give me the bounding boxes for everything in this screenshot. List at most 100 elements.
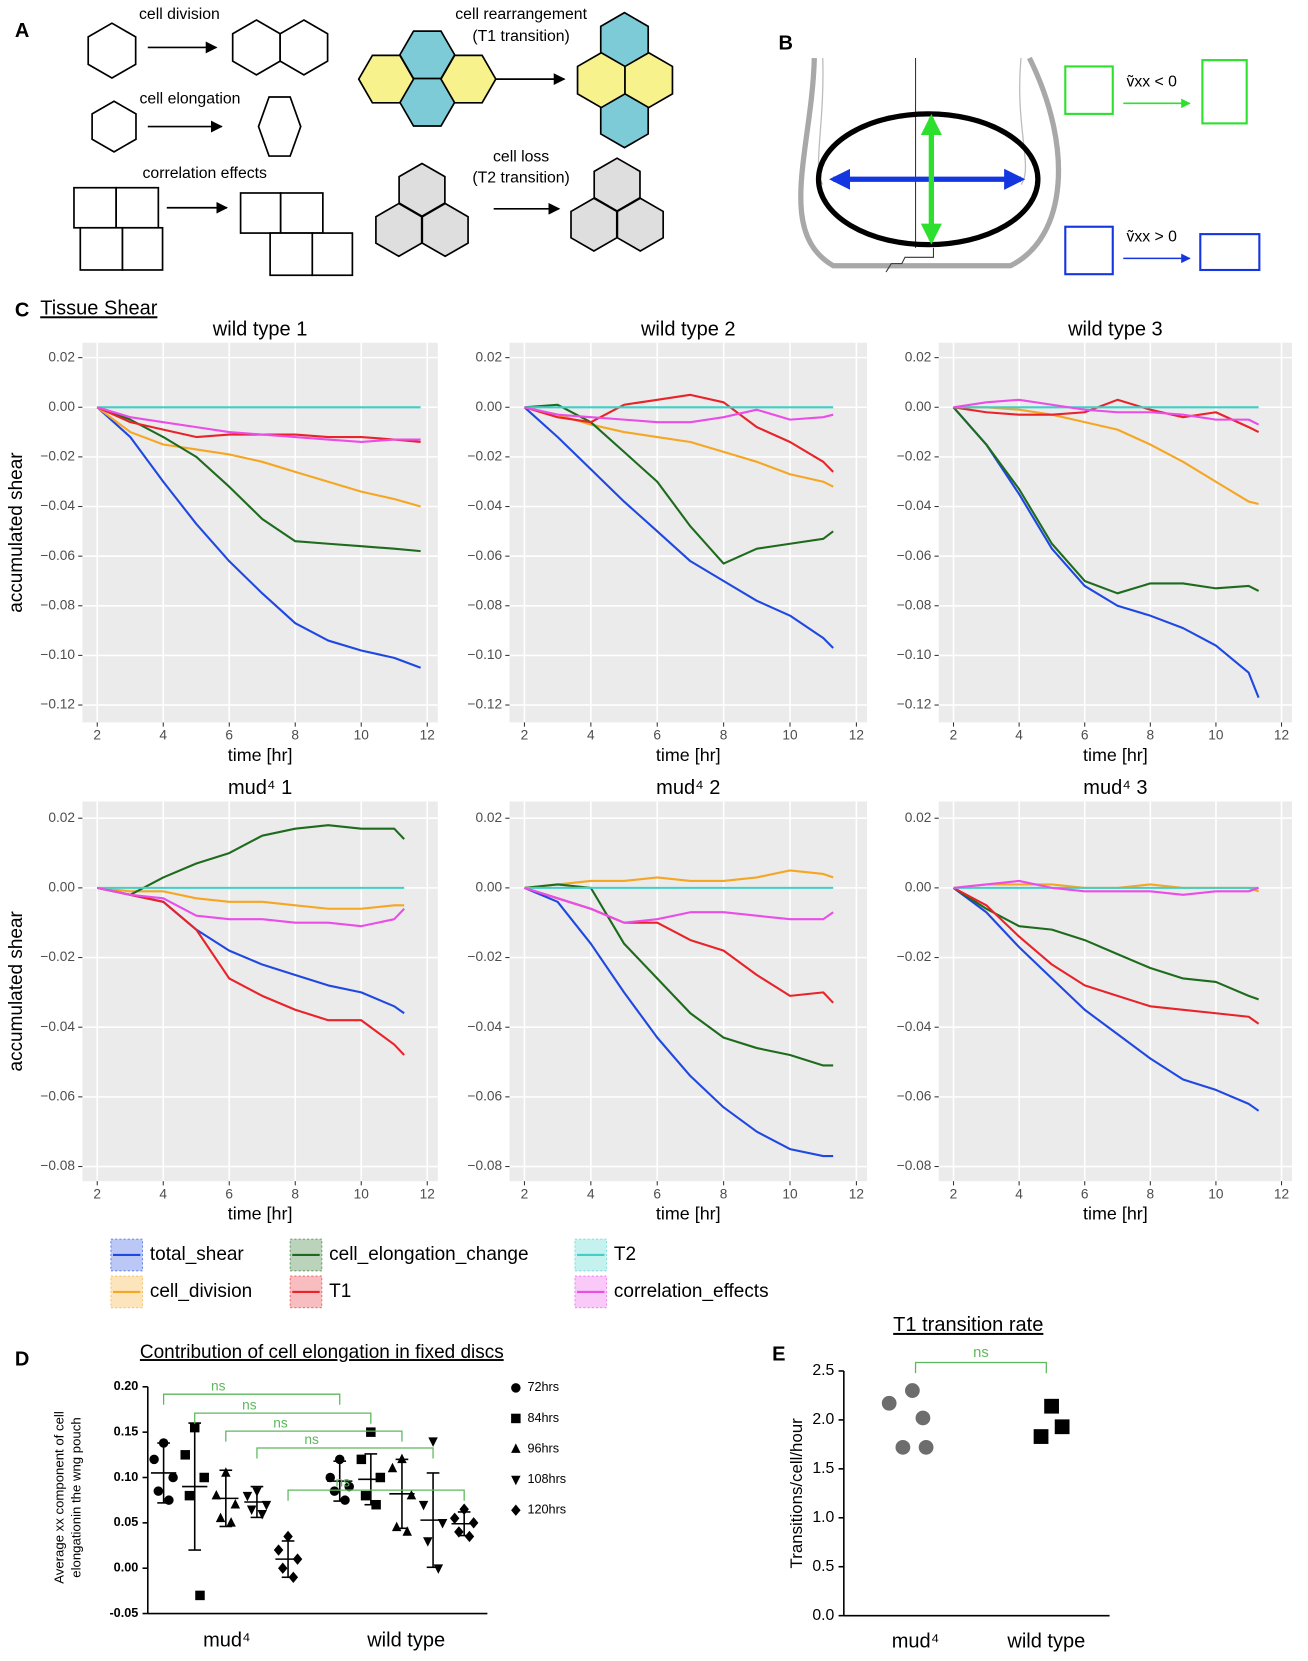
x-tick-label: 10 — [354, 1186, 370, 1201]
x-tick-label: 6 — [225, 728, 233, 743]
legend-label: 108hrs — [527, 1472, 566, 1486]
x-tick-label: 8 — [291, 1186, 299, 1201]
significance-bracket — [194, 1412, 372, 1424]
x-tick-label: 12 — [1274, 728, 1289, 743]
x-tick-label: 6 — [225, 1186, 233, 1201]
x-tick-label: 4 — [1015, 1186, 1023, 1201]
legend-label: T2 — [614, 1244, 636, 1265]
data-point — [433, 1564, 444, 1574]
diagram-a-arrows — [147, 41, 566, 215]
legend-label: cell_division — [150, 1281, 252, 1302]
data-point — [180, 1450, 190, 1460]
y-tick-label: 0.00 — [48, 399, 75, 414]
x-tick-label: 4 — [159, 1186, 167, 1201]
series-line — [96, 406, 421, 508]
x-tick-label: 10 — [782, 1186, 798, 1201]
y-tick-label: 0.02 — [905, 349, 932, 364]
y-axis-label: accumulated shear — [6, 911, 27, 1071]
data-point — [215, 1512, 226, 1523]
data-point — [406, 1489, 417, 1500]
series-line — [96, 406, 421, 444]
y-tick-label: −0.08 — [40, 597, 75, 612]
data-point — [261, 1500, 272, 1511]
y-tick-label: −0.04 — [467, 1019, 502, 1034]
data-point — [153, 1486, 164, 1496]
y-axis-label: Transitions/cell/hour — [787, 1418, 806, 1569]
cell-shape — [87, 22, 137, 80]
y-tick-label: 0.02 — [475, 810, 502, 825]
x-tick-label: 12 — [420, 1186, 435, 1201]
cell-shape — [439, 54, 497, 104]
y-axis-label: elongationin the wng pouch — [69, 1417, 84, 1577]
diagram-label: cell loss — [493, 148, 549, 165]
significance-bracket — [287, 1489, 465, 1501]
x-tick-label: 10 — [1208, 728, 1224, 743]
y-tick-label: −0.02 — [467, 449, 502, 464]
series-line — [953, 879, 1259, 896]
x-tick-label: 8 — [720, 728, 728, 743]
x-axis-label: time [hr] — [228, 1204, 293, 1224]
panel-label: E — [772, 1343, 785, 1365]
significance-label: ns — [973, 1345, 989, 1361]
y-tick-label: −0.08 — [897, 597, 932, 612]
significance-bracket — [225, 1430, 403, 1442]
data-point — [226, 1517, 236, 1527]
data-point — [391, 1521, 402, 1532]
diagram-label: (T2 transition) — [472, 169, 569, 186]
x-tick-label: 2 — [521, 1186, 529, 1201]
chart-title: wild type 2 — [640, 318, 736, 340]
x-tick-label: 4 — [159, 728, 167, 743]
significance-bracket — [162, 1393, 341, 1405]
series-line — [953, 406, 1259, 506]
data-point — [329, 1486, 340, 1496]
data-point — [895, 1439, 911, 1455]
series-line — [952, 406, 1260, 699]
diagram-label: (T1 transition) — [472, 28, 569, 45]
legend-marker — [511, 1475, 521, 1486]
x-tick-label: 4 — [587, 728, 595, 743]
significance-label: ns — [211, 1378, 226, 1393]
y-tick-label: −0.02 — [40, 949, 75, 964]
y-tick-label: 1.0 — [812, 1509, 834, 1526]
x-axis-label: time [hr] — [228, 745, 293, 765]
data-point — [230, 1499, 241, 1509]
y-tick-label: −0.02 — [897, 449, 932, 464]
y-tick-label: −0.04 — [40, 498, 75, 513]
data-point — [211, 1489, 222, 1500]
x-tick-label: mud⁴ — [892, 1630, 940, 1652]
x-axis-label: time [hr] — [656, 745, 721, 765]
data-point — [273, 1544, 284, 1556]
y-tick-label: −0.10 — [467, 647, 502, 662]
y-tick-label: 0.02 — [48, 810, 75, 825]
y-tick-label: −0.08 — [467, 1158, 502, 1173]
elongated-cell — [257, 96, 302, 157]
y-tick-label: -0.05 — [109, 1606, 138, 1620]
y-tick-label: −0.06 — [467, 548, 502, 563]
plot-background — [509, 801, 868, 1182]
y-tick-label: −0.02 — [897, 949, 932, 964]
data-point — [1054, 1419, 1070, 1435]
data-point — [168, 1472, 178, 1483]
data-point — [464, 1530, 475, 1543]
series-line — [524, 883, 834, 1067]
data-point — [242, 1491, 253, 1502]
x-tick-label: 10 — [782, 728, 798, 743]
diagram-label: cell rearrangement — [455, 6, 587, 23]
correlation-cells — [73, 186, 354, 277]
legend-label: 72hrs — [527, 1380, 559, 1394]
data-point — [356, 1454, 367, 1465]
x-tick-label: 4 — [1015, 728, 1023, 743]
data-point — [195, 1590, 205, 1601]
legend-marker — [511, 1443, 521, 1453]
x-tick-label: mud⁴ — [203, 1629, 251, 1651]
series-line — [97, 886, 405, 1056]
series-line — [524, 886, 834, 924]
section-title: Tissue Shear — [40, 297, 158, 319]
data-point — [418, 1500, 429, 1511]
series-line — [524, 886, 834, 1158]
data-point — [375, 1472, 386, 1483]
x-tick-label: 6 — [1081, 728, 1089, 743]
y-tick-label: 0.10 — [114, 1470, 139, 1484]
y-tick-label: −0.12 — [467, 697, 502, 712]
